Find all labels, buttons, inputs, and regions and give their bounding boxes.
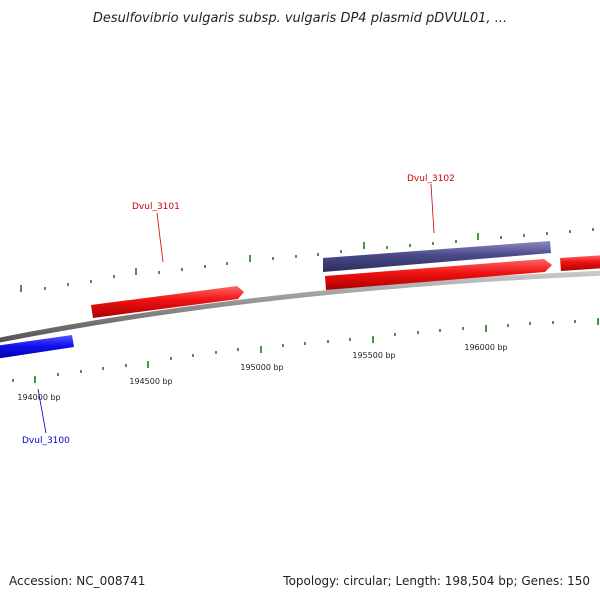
gene-forward[interactable]	[325, 259, 552, 290]
gene-dvul-3101[interactable]	[91, 286, 244, 318]
leader-line	[156, 212, 164, 263]
lower-tick-track	[12, 318, 599, 383]
gene-label-dvul-3102[interactable]: Dvul_3102	[407, 174, 455, 184]
scale-label: 194500 bp	[129, 377, 172, 386]
gene-forward[interactable]	[560, 255, 600, 271]
upper-tick-track	[20, 228, 594, 292]
gene-label-dvul-3100[interactable]: Dvul_3100	[22, 436, 70, 446]
scale-label: 195000 bp	[240, 363, 283, 372]
accession-text: Accession: NC_008741	[9, 574, 146, 588]
scale-label: 196000 bp	[464, 343, 507, 352]
gene-dvul-3102[interactable]	[323, 241, 551, 272]
summary-text: Topology: circular; Length: 198,504 bp; …	[283, 574, 590, 588]
scale-label: 195500 bp	[352, 351, 395, 360]
gene-dvul-3100[interactable]	[0, 335, 74, 359]
gene-label-dvul-3101[interactable]: Dvul_3101	[132, 202, 180, 212]
leader-line	[37, 388, 47, 434]
scale-label: 194000 bp	[17, 393, 60, 402]
leader-line	[430, 183, 435, 234]
plasmid-backbone	[0, 270, 600, 343]
map-title: Desulfovibrio vulgaris subsp. vulgaris D…	[93, 11, 507, 26]
